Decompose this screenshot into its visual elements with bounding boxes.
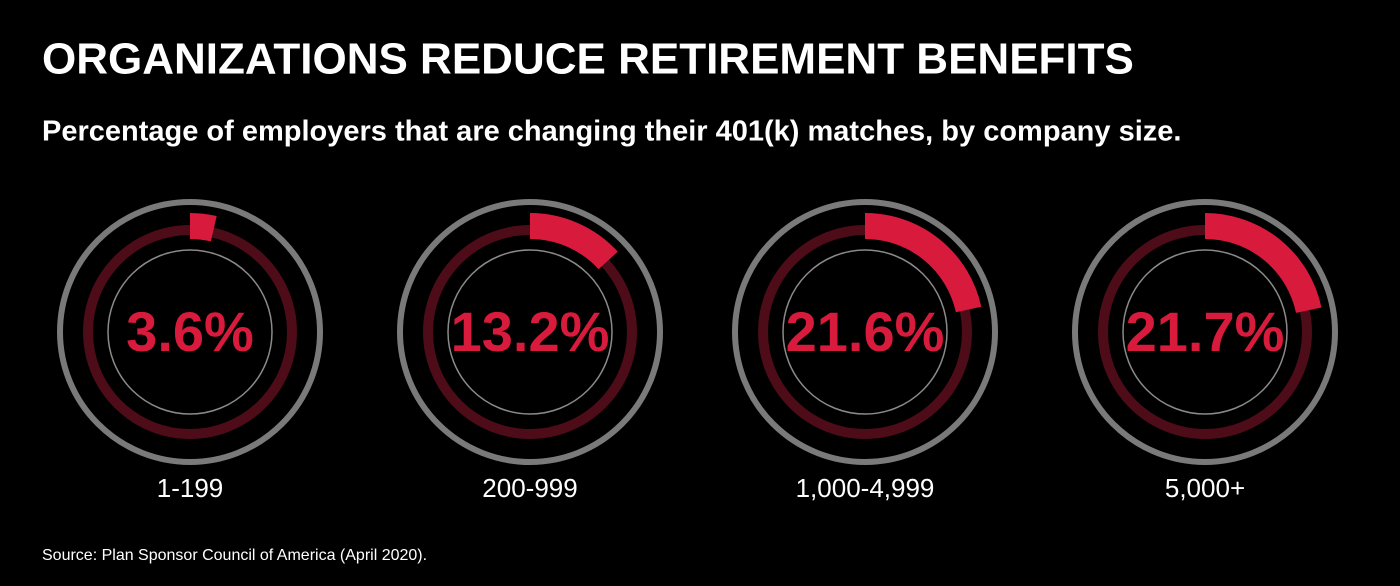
value-label: 21.7%: [1126, 300, 1285, 363]
inner-ring: [107, 249, 273, 415]
inner-ring: [447, 249, 613, 415]
gauge-arc: [189, 213, 217, 242]
chart-title: ORGANIZATIONS REDUCE RETIREMENT BENEFITS: [42, 35, 1134, 84]
category-label: 1,000-4,999: [796, 473, 935, 503]
gauge-arc: [864, 213, 982, 313]
category-label: 1-199: [157, 473, 224, 503]
category-label: 5,000+: [1165, 473, 1245, 503]
outer-ring: [1072, 199, 1338, 465]
gauge-arc: [1204, 213, 1322, 314]
outer-ring: [732, 199, 998, 465]
gauge-arc: [529, 213, 618, 270]
outer-ring: [57, 199, 323, 465]
source-note: Source: Plan Sponsor Council of America …: [42, 547, 427, 564]
chart-subtitle: Percentage of employers that are changin…: [42, 116, 1181, 148]
value-label: 21.6%: [786, 300, 945, 363]
value-label: 13.2%: [451, 300, 610, 363]
inner-ring: [782, 249, 948, 415]
outer-ring: [397, 199, 663, 465]
inner-ring: [1122, 249, 1288, 415]
value-label: 3.6%: [126, 300, 254, 363]
category-label: 200-999: [482, 473, 577, 503]
